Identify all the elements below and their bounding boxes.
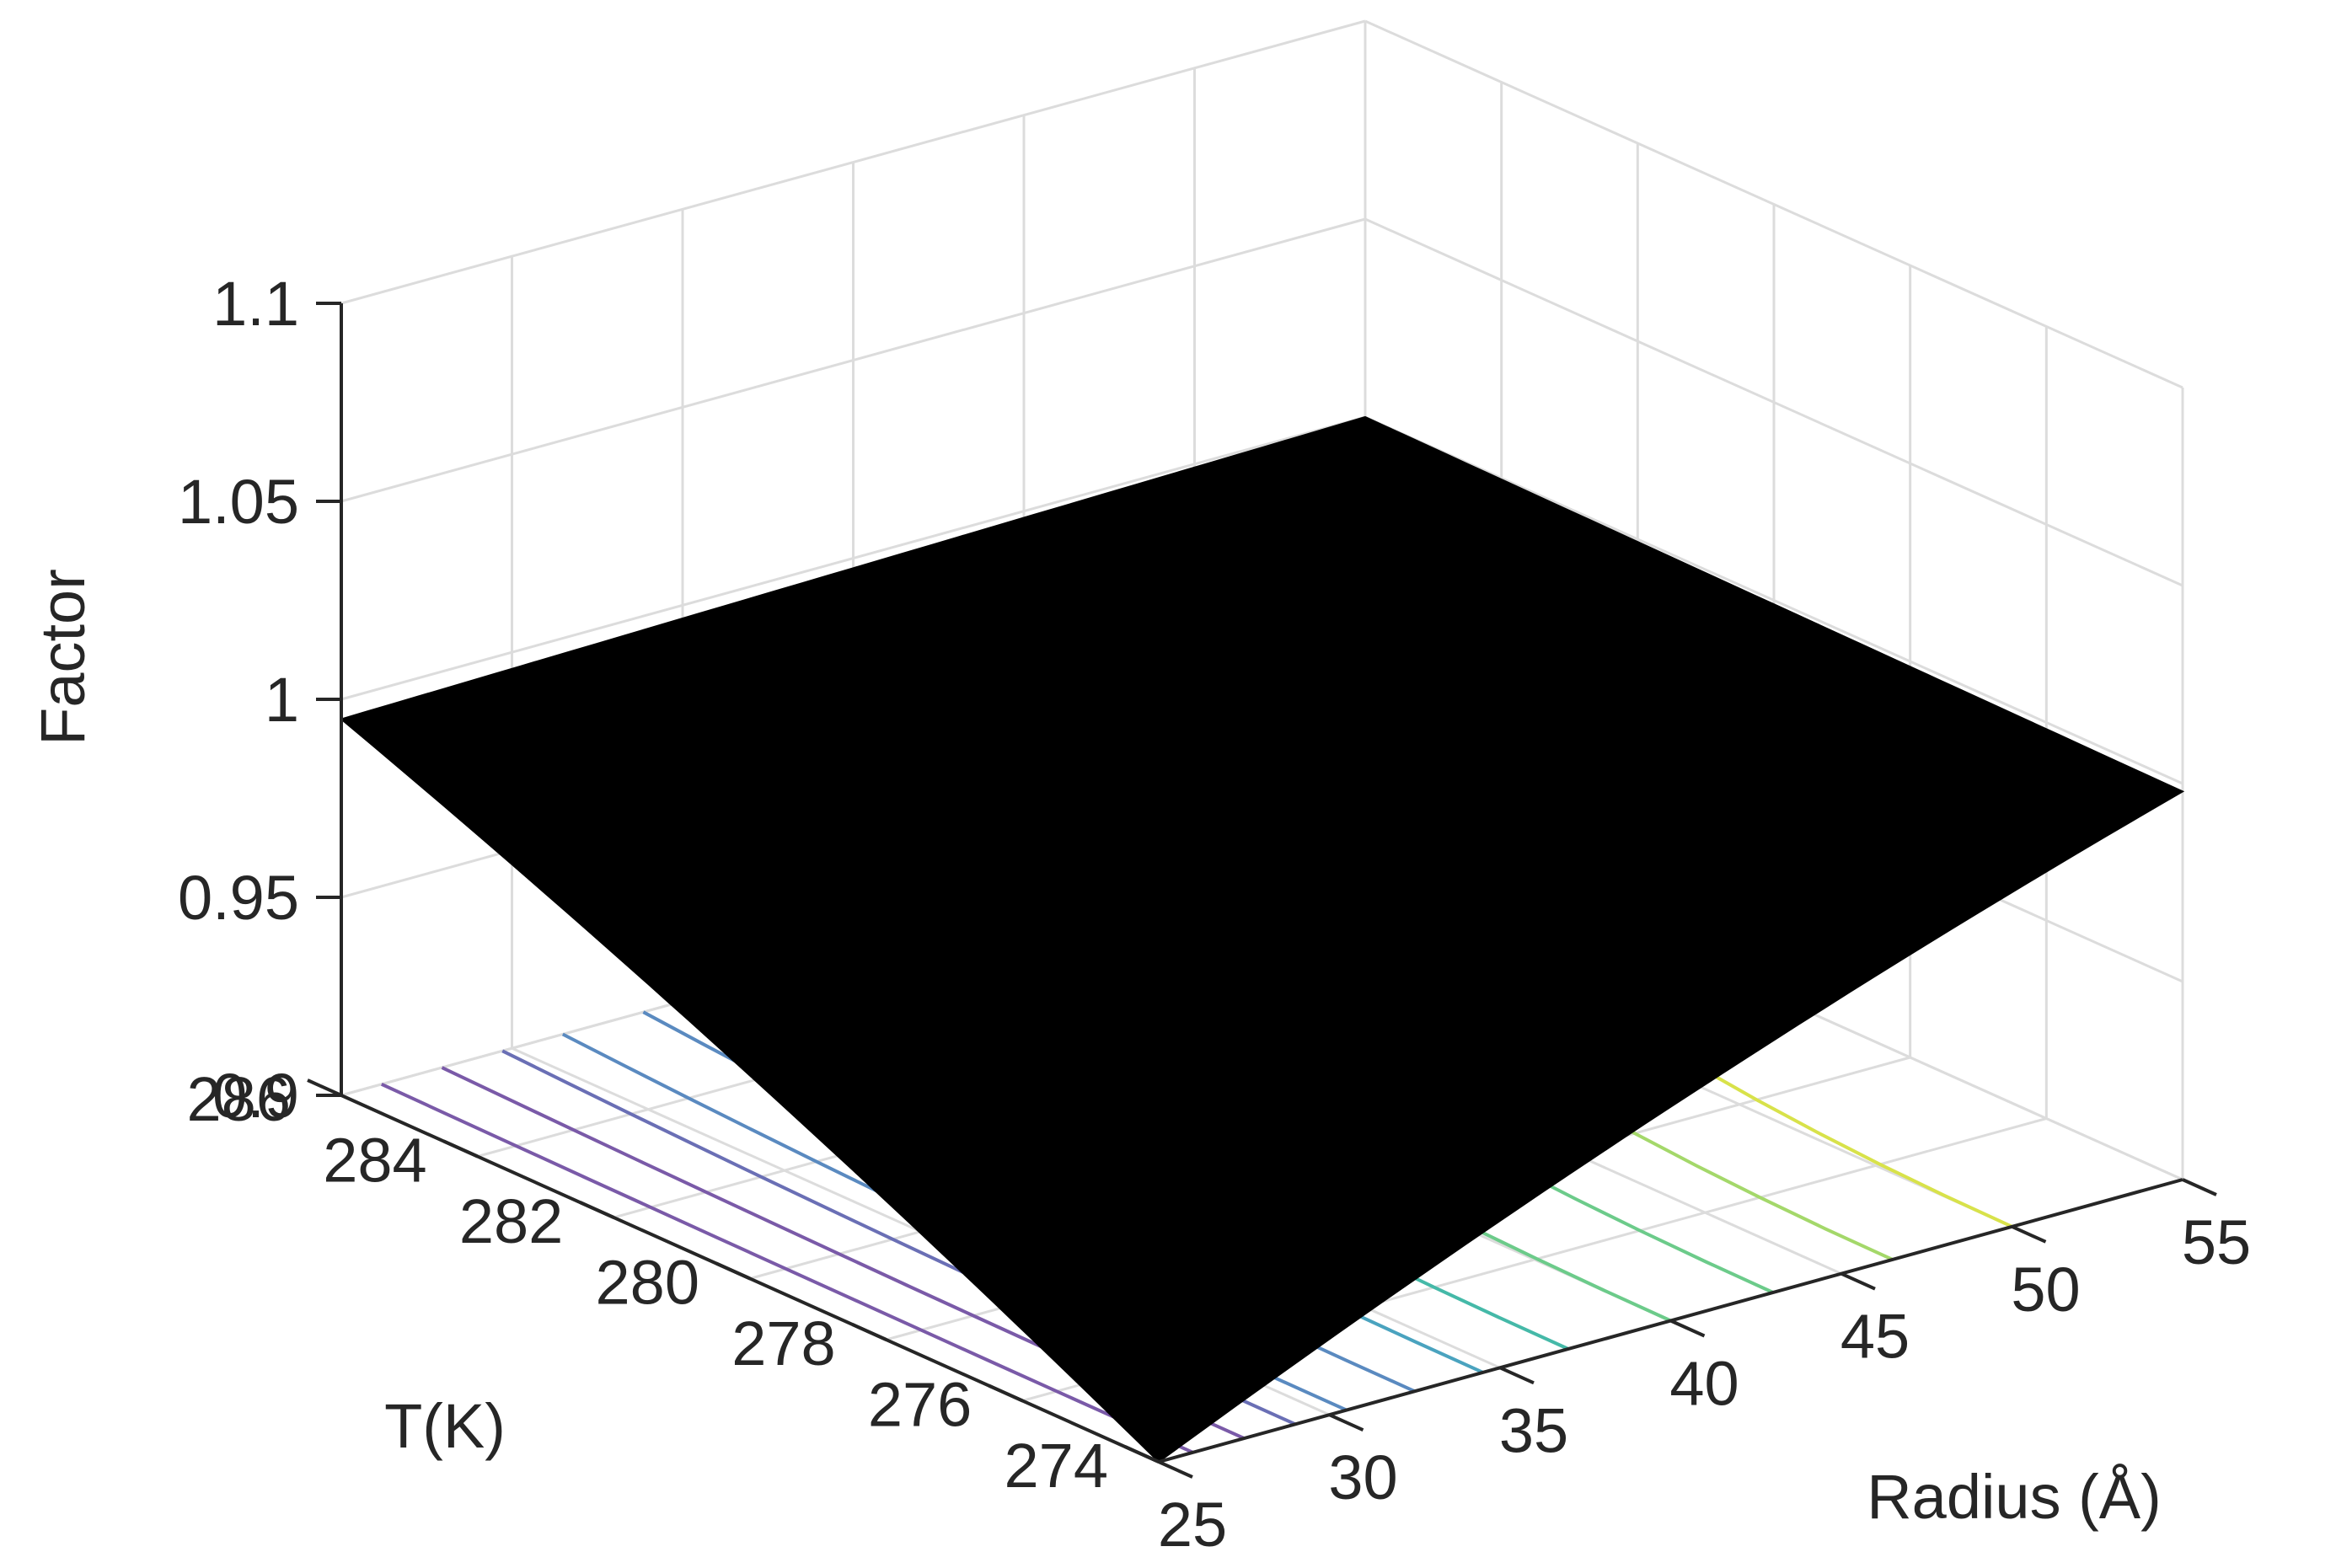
radius-tick-label: 50 — [2011, 1255, 2080, 1325]
radius-tick-mark — [1158, 1460, 1193, 1479]
radius-tick-label: 45 — [1840, 1302, 1910, 1372]
t-tick-label: 284 — [323, 1126, 426, 1196]
radius-tick-label: 55 — [2182, 1207, 2251, 1277]
t-tick-label: 280 — [596, 1248, 699, 1318]
radius-tick-label: 25 — [1158, 1490, 1227, 1560]
side-wall-grid-line — [1364, 19, 2183, 389]
t-tick-mark — [307, 1078, 342, 1097]
t-tick-label: 274 — [1005, 1431, 1108, 1501]
radius-tick-mark — [1669, 1319, 1706, 1338]
z-tick-label: 1.1 — [212, 269, 299, 339]
t-tick-label: 286 — [187, 1064, 291, 1134]
radius-tick-label: 40 — [1669, 1349, 1739, 1419]
radius-tick-mark — [1499, 1366, 1535, 1385]
z-tick-label: 1.05 — [178, 467, 299, 537]
t-tick-label: 282 — [459, 1186, 563, 1256]
y-axis-title: T(K) — [384, 1391, 506, 1461]
back-wall-grid-line — [340, 415, 1366, 701]
back-wall-grid-line — [340, 19, 1366, 305]
axis-layer — [307, 302, 2217, 1479]
label-layer: Factor T(K) Radius (Å) 0.9 0.95 1 1.05 1.1 27… — [28, 269, 2251, 1560]
radius-tick-label: 35 — [1499, 1395, 1568, 1465]
t-tick-label: 278 — [731, 1308, 835, 1378]
x-axis-title: Radius (Å) — [1867, 1462, 2162, 1532]
t-tick-mark — [442, 1139, 479, 1159]
contour-line — [380, 1082, 1194, 1454]
surface-layer — [339, 415, 2185, 1464]
surface-patch — [339, 415, 2185, 1464]
back-wall-grid-line — [340, 217, 1366, 503]
z-tick-label: 0.9 — [212, 1061, 299, 1131]
side-wall-grid-line — [1364, 415, 2183, 785]
t-tick-mark — [851, 1323, 887, 1341]
radius-tick-mark — [1328, 1413, 1364, 1432]
t-tick-mark — [579, 1201, 615, 1219]
radius-tick-mark — [2182, 1178, 2217, 1196]
t-tick-mark — [715, 1261, 751, 1281]
z-tick-label: 0.95 — [178, 863, 299, 933]
t-tick-label: 276 — [868, 1370, 972, 1440]
radius-tick-label: 30 — [1328, 1442, 1397, 1512]
t-tick-mark — [988, 1383, 1024, 1403]
z-tick-label: 1 — [265, 665, 299, 735]
radius-tick-mark — [2011, 1225, 2047, 1244]
t-tick-mark — [1124, 1445, 1160, 1464]
radius-tick-mark — [1840, 1271, 1876, 1291]
side-wall-grid-line — [1364, 217, 2183, 587]
z-axis-title: Factor — [28, 569, 98, 746]
